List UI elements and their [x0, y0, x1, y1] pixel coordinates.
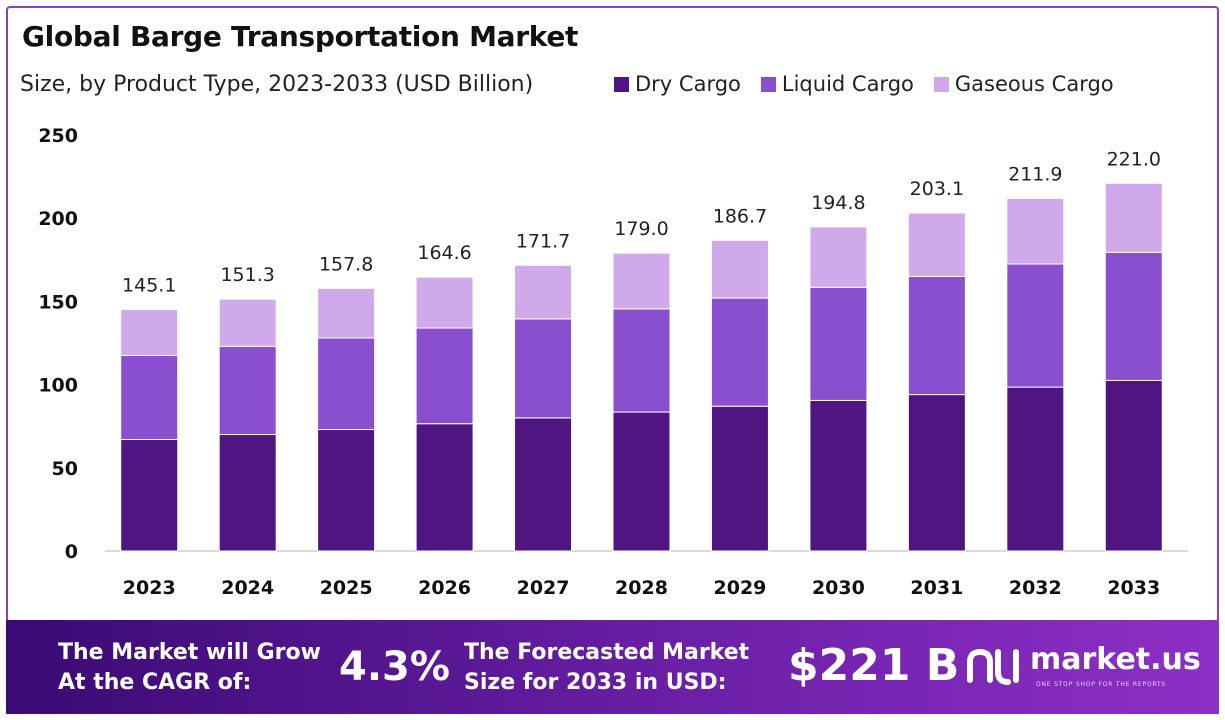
market-us-logo-icon — [967, 648, 1019, 685]
legend-label-liquid-cargo: Liquid Cargo — [781, 72, 914, 96]
bar-segment-gaseous-cargo — [415, 276, 474, 329]
bar-segment-gaseous-cargo — [514, 264, 573, 320]
legend-item-gaseous-cargo: Gaseous Cargo — [933, 72, 1114, 96]
bar-segment-gaseous-cargo — [907, 212, 966, 277]
brand-tagline: ONE STOP SHOP FOR THE REPORTS — [1036, 681, 1167, 688]
y-tick-label: 150 — [38, 291, 78, 313]
bar-segment-liquid-cargo — [514, 318, 573, 419]
bar-segment-liquid-cargo — [809, 286, 868, 401]
bar-segment-dry-cargo — [1104, 379, 1163, 552]
bar-segment-dry-cargo — [809, 399, 868, 552]
bar-total-label: 157.8 — [319, 253, 373, 275]
x-tick-label: 2030 — [812, 577, 865, 599]
x-tick-label: 2023 — [123, 577, 176, 599]
x-tick-label: 2032 — [1009, 577, 1062, 599]
bar-segment-liquid-cargo — [710, 297, 769, 407]
y-tick-label: 200 — [38, 208, 78, 230]
bar-total-label: 164.6 — [417, 242, 471, 264]
legend-label-dry-cargo: Dry Cargo — [635, 72, 741, 96]
chart-subtitle: Size, by Product Type, 2023-2033 (USD Bi… — [20, 72, 534, 97]
bar-segment-dry-cargo — [1006, 386, 1065, 552]
bar-total-label: 151.3 — [220, 264, 274, 286]
bar-segment-gaseous-cargo — [120, 309, 179, 356]
bar-segment-liquid-cargo — [612, 308, 671, 413]
bar-segment-dry-cargo — [514, 417, 573, 552]
bar-total-label: 186.7 — [713, 205, 767, 227]
legend-swatch-dry-cargo — [614, 76, 629, 92]
bar-chart: 0 50 100 150 200 250 145.1 2023 151.3 2024 157.8 20… — [38, 125, 1188, 599]
cagr-label-line-1: The Market will Grow — [58, 640, 321, 665]
bar-total-label: 203.1 — [910, 178, 964, 200]
bar-segment-gaseous-cargo — [1104, 182, 1163, 253]
bar-total-label: 179.0 — [614, 218, 668, 240]
bar-segment-dry-cargo — [317, 429, 376, 552]
bar-segment-gaseous-cargo — [317, 287, 376, 339]
cagr-label-line-2: At the CAGR of: — [58, 670, 252, 695]
bar-segment-liquid-cargo — [1006, 263, 1065, 388]
y-tick-label: 0 — [65, 541, 78, 563]
bar-segment-liquid-cargo — [415, 327, 474, 425]
bar-segment-liquid-cargo — [1104, 251, 1163, 381]
x-tick-label: 2027 — [517, 577, 570, 599]
bar-segment-dry-cargo — [218, 434, 277, 552]
y-tick-label: 50 — [52, 458, 78, 480]
y-tick-label: 100 — [38, 375, 78, 397]
footer-banner: The Market will Grow At the CAGR of: 4.3… — [6, 620, 1219, 714]
bar-segment-gaseous-cargo — [1006, 197, 1065, 265]
x-tick-label: 2031 — [910, 577, 963, 599]
bar-segment-gaseous-cargo — [218, 298, 277, 347]
bar-total-label: 211.9 — [1008, 163, 1062, 185]
brand-name: market.us — [1030, 642, 1201, 677]
x-tick-label: 2033 — [1107, 577, 1160, 599]
bar-segment-liquid-cargo — [120, 354, 179, 441]
x-tick-label: 2028 — [615, 577, 668, 599]
forecast-label: The Forecasted Market Size for 2033 in U… — [464, 638, 749, 698]
legend: Dry Cargo Liquid Cargo Gaseous Cargo — [614, 72, 1114, 96]
bar-segment-gaseous-cargo — [612, 252, 671, 310]
bar-segment-dry-cargo — [710, 405, 769, 552]
bar-total-label: 221.0 — [1107, 148, 1161, 170]
x-tick-label: 2024 — [221, 577, 274, 599]
x-tick-label: 2025 — [320, 577, 373, 599]
bar-total-label: 171.7 — [516, 230, 570, 252]
bar-segment-dry-cargo — [120, 439, 179, 552]
cagr-value: 4.3% — [339, 644, 450, 690]
legend-item-dry-cargo: Dry Cargo — [614, 72, 741, 96]
bar-segment-gaseous-cargo — [710, 239, 769, 299]
legend-item-liquid-cargo: Liquid Cargo — [760, 72, 914, 96]
bar-total-label: 145.1 — [122, 275, 176, 297]
legend-swatch-liquid-cargo — [760, 76, 776, 92]
forecast-value: $221 B — [788, 640, 960, 691]
y-tick-label: 250 — [38, 125, 78, 147]
bar-segment-dry-cargo — [612, 411, 671, 552]
legend-swatch-gaseous-cargo — [933, 76, 949, 92]
forecast-label-line-2: Size for 2033 in USD: — [464, 670, 727, 695]
bar-segment-liquid-cargo — [218, 345, 277, 436]
cagr-label: The Market will Grow At the CAGR of: — [58, 638, 321, 698]
forecast-label-line-1: The Forecasted Market — [464, 640, 750, 665]
bar-segment-dry-cargo — [415, 423, 474, 552]
bar-segment-liquid-cargo — [317, 337, 376, 431]
bar-segment-gaseous-cargo — [809, 226, 868, 288]
x-tick-label: 2026 — [418, 577, 471, 599]
bar-segment-dry-cargo — [907, 394, 966, 552]
chart-title: Global Barge Transportation Market — [22, 20, 579, 53]
bar-segment-liquid-cargo — [907, 275, 966, 396]
legend-label-gaseous-cargo: Gaseous Cargo — [954, 72, 1114, 96]
x-tick-label: 2029 — [714, 577, 767, 599]
bar-total-label: 194.8 — [811, 192, 865, 214]
